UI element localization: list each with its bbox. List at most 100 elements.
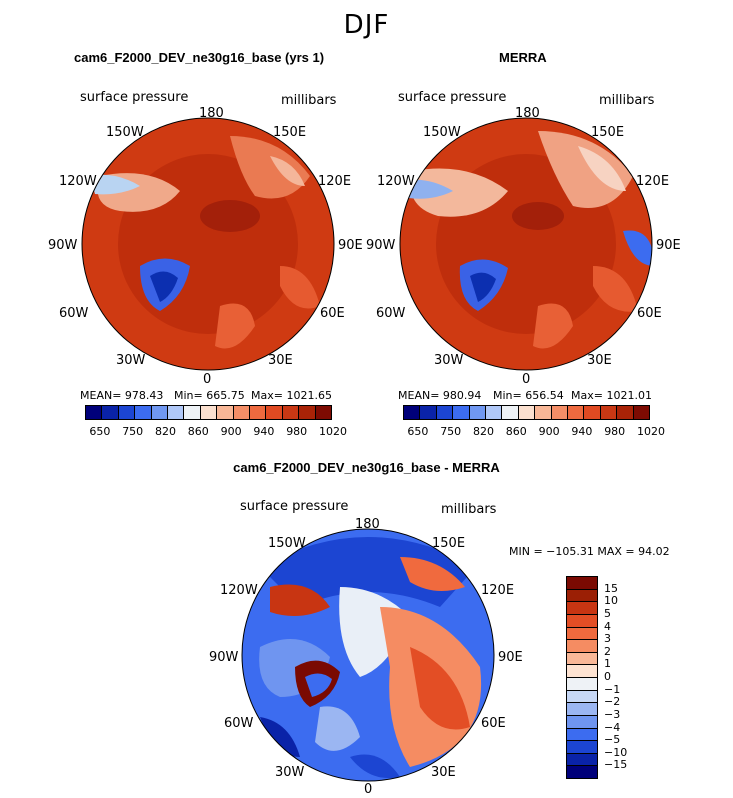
colorbar-obs-swatch — [517, 405, 536, 420]
obs-lon-150w: 150W — [423, 125, 461, 140]
obs-stat-mean: MEAN= 980.94 — [398, 389, 482, 402]
colorbar-diff-tick-label: 10 — [604, 594, 618, 608]
colorbar-diff-tick-label: −3 — [604, 707, 621, 721]
obs-lon-60w: 60W — [376, 306, 406, 321]
colorbar-obs-tick-label: 650 — [407, 425, 429, 438]
colorbar-diff-swatch — [566, 613, 598, 628]
colorbar-obs-swatch — [435, 405, 454, 420]
colorbar-diff-swatch — [566, 765, 598, 779]
colorbar-diff-tick-label: 3 — [604, 632, 611, 646]
colorbar-model-tick-label: 1020 — [319, 425, 347, 438]
colorbar-obs-swatch — [468, 405, 486, 420]
colorbar-model-swatch — [167, 405, 185, 420]
model-lon-120w: 120W — [59, 174, 97, 189]
colorbar-model — [85, 405, 332, 420]
model-lon-0: 0 — [203, 372, 212, 387]
obs-lon-0: 0 — [522, 372, 531, 387]
colorbar-obs — [403, 405, 650, 420]
colorbar-model-tick-label: 900 — [220, 425, 242, 438]
colorbar-diff-swatch — [566, 626, 598, 641]
obs-lon-30e: 30E — [587, 353, 612, 368]
colorbar-diff-tick-label: 1 — [604, 657, 611, 671]
colorbar-diff-tick-label: −4 — [604, 720, 621, 734]
diff-lon-120w: 120W — [220, 583, 258, 598]
colorbar-diff-swatch — [566, 689, 598, 704]
panel-diff-title: cam6_F2000_DEV_ne30g16_base - MERRA — [233, 460, 500, 475]
colorbar-obs-swatch — [403, 405, 421, 420]
diff-minmax: MIN = −105.31 MAX = 94.02 — [509, 545, 670, 558]
colorbar-diff-tick-label: 5 — [604, 606, 611, 620]
panel-model-left-label: surface pressure — [80, 90, 189, 105]
model-stat-max: Max= 1021.65 — [251, 389, 332, 402]
colorbar-obs-tick-label: 980 — [604, 425, 626, 438]
colorbar-diff-swatch — [566, 601, 598, 615]
colorbar-diff-tick-label: 15 — [604, 581, 618, 595]
diff-lon-30w: 30W — [275, 765, 305, 780]
obs-lon-120w: 120W — [377, 174, 415, 189]
panel-diff-right-label: millibars — [441, 502, 497, 517]
model-lon-90e: 90E — [338, 238, 363, 253]
model-lon-150e: 150E — [273, 125, 307, 140]
colorbar-model-tick-label: 650 — [89, 425, 111, 438]
colorbar-diff-tick-label: 4 — [604, 619, 611, 633]
colorbar-model-tick-label: 820 — [155, 425, 176, 438]
model-lon-60w: 60W — [59, 306, 89, 321]
colorbar-obs-swatch — [452, 405, 470, 420]
colorbar-model-swatch — [281, 405, 300, 420]
model-stat-min: Min= 665.75 — [174, 389, 245, 402]
colorbar-model-swatch — [85, 405, 103, 420]
colorbar-model-tick-label: 750 — [122, 425, 144, 438]
colorbar-obs-tick-label: 940 — [571, 425, 593, 438]
colorbar-obs-swatch — [534, 405, 552, 420]
colorbar-obs-swatch — [501, 405, 519, 420]
colorbar-model-swatch — [150, 405, 168, 420]
map-diff-surface-pressure — [241, 528, 495, 782]
colorbar-diff-swatch — [566, 727, 598, 742]
model-stat-mean: MEAN= 978.43 — [80, 389, 164, 402]
map-model-surface-pressure — [81, 117, 335, 371]
colorbar-diff-tick-label: −1 — [604, 682, 621, 696]
diff-lon-120e: 120E — [481, 583, 515, 598]
colorbar-obs-swatch — [419, 405, 437, 420]
obs-lon-150e: 150E — [591, 125, 625, 140]
diff-lon-60e: 60E — [481, 716, 506, 731]
colorbar-obs-swatch — [485, 405, 503, 420]
panel-diff-left-label: surface pressure — [240, 499, 349, 514]
colorbar-diff-swatch — [566, 588, 598, 603]
model-lon-30e: 30E — [268, 353, 293, 368]
colorbar-obs-swatch — [599, 405, 618, 420]
colorbar-diff-swatch — [566, 702, 598, 716]
colorbar-obs-ticks: 650 750 820 860 900 940 980 1020 — [403, 425, 665, 439]
model-lon-180: 180 — [199, 106, 224, 121]
colorbar-model-ticks: 650 750 820 860 900 940 980 1020 — [85, 425, 347, 439]
figure-title: DJF — [343, 10, 390, 40]
colorbar-obs-tick-label: 1020 — [637, 425, 665, 438]
obs-stat-min: Min= 656.54 — [493, 389, 564, 402]
model-lon-30w: 30W — [116, 353, 146, 368]
diff-lon-150e: 150E — [432, 536, 466, 551]
colorbar-obs-swatch — [567, 405, 585, 420]
colorbar-diff-tick-label: −15 — [604, 758, 628, 772]
colorbar-diff-tick-label: −5 — [604, 733, 621, 747]
obs-lon-30w: 30W — [434, 353, 464, 368]
colorbar-model-swatch — [216, 405, 234, 420]
colorbar-diff-swatch — [566, 714, 598, 729]
colorbar-model-swatch — [249, 405, 267, 420]
colorbar-model-tick-label: 980 — [286, 425, 308, 438]
colorbar-model-swatch — [199, 405, 218, 420]
colorbar-model-swatch — [314, 405, 332, 420]
panel-obs-right-label: millibars — [599, 93, 655, 108]
colorbar-obs-swatch — [632, 405, 650, 420]
diff-lon-0: 0 — [364, 782, 373, 797]
colorbar-model-swatch — [117, 405, 136, 420]
colorbar-obs-swatch — [616, 405, 634, 420]
panel-model-right-label: millibars — [281, 93, 337, 108]
colorbar-model-swatch — [298, 405, 316, 420]
colorbar-diff-swatch — [566, 576, 598, 590]
colorbar-obs-swatch — [550, 405, 568, 420]
colorbar-obs-tick-label: 900 — [538, 425, 560, 438]
obs-lon-180: 180 — [515, 106, 540, 121]
panel-obs-left-label: surface pressure — [398, 90, 507, 105]
diff-lon-180: 180 — [355, 517, 380, 532]
panel-obs-title: MERRA — [499, 50, 547, 65]
